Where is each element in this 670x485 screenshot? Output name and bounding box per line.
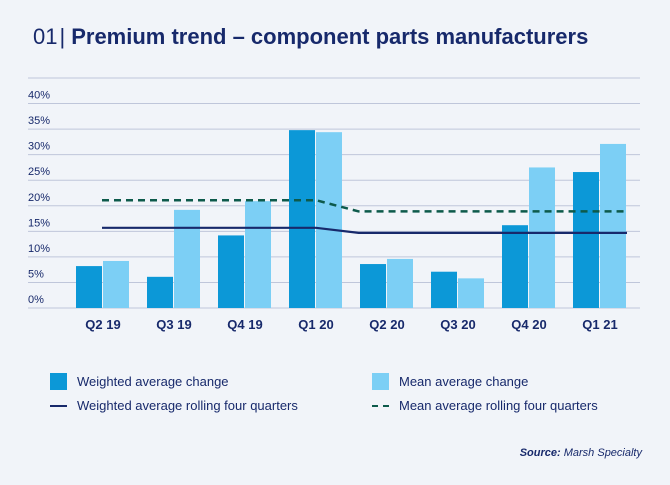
bar-mean-change <box>387 258 413 308</box>
y-tick-label: 0% <box>28 294 44 306</box>
bar-weighted-change <box>289 130 315 308</box>
y-tick-label: 20% <box>28 192 50 204</box>
line-mean-rolling <box>102 198 627 213</box>
bar-mean-change <box>529 167 555 308</box>
bar-weighted-change <box>573 172 599 308</box>
chart: 0% 5% 10% 15% 20% 25% 30% 35% 40% Q2 19 Q3 19 Q4 1… <box>28 77 640 332</box>
legend-item-mean-rolling: Mean average rolling four quarters <box>372 398 598 413</box>
figure-number: 01 <box>33 24 58 49</box>
bar-weighted-change <box>76 266 102 308</box>
chart-title: 01| Premium trend – component parts manuf… <box>33 24 589 49</box>
bar-mean-change <box>316 132 342 308</box>
y-tick-label: 15% <box>28 217 50 229</box>
legend-swatch-mean-change <box>372 373 389 390</box>
y-tick-label: 10% <box>28 243 50 255</box>
x-tick-label: Q2 20 <box>369 317 404 332</box>
bar-weighted-change <box>147 276 173 308</box>
series-lines <box>102 198 627 234</box>
x-tick-label: Q1 21 <box>582 317 617 332</box>
y-tick-label: 40% <box>28 90 50 102</box>
bar-weighted-change <box>431 271 457 308</box>
x-tick-label: Q4 20 <box>511 317 546 332</box>
source-note: Source: Marsh Specialty <box>520 447 642 459</box>
legend-label-weighted-change: Weighted average change <box>77 374 229 389</box>
legend-swatch-weighted-change <box>50 373 67 390</box>
legend-item-weighted-rolling: Weighted average rolling four quarters <box>50 398 298 413</box>
bar-mean-change <box>103 260 129 308</box>
legend-line-mean-rolling <box>372 404 389 407</box>
legend-item-mean-change: Mean average change <box>372 373 528 390</box>
legend-label-weighted-rolling: Weighted average rolling four quarters <box>77 398 298 413</box>
x-tick-label: Q2 19 <box>85 317 120 332</box>
bar-weighted-change <box>360 264 386 308</box>
bar-mean-change <box>174 209 200 308</box>
bar-mean-change <box>458 278 484 308</box>
y-axis: 0% 5% 10% 15% 20% 25% 30% 35% 40% <box>28 90 50 306</box>
figure-title: Premium trend – component parts manufact… <box>71 24 589 49</box>
x-tick-label: Q4 19 <box>227 317 262 332</box>
y-tick-label: 25% <box>28 166 50 178</box>
bars <box>76 130 626 308</box>
x-axis: Q2 19 Q3 19 Q4 19 Q1 20 Q2 20 Q3 20 Q4 20 Q1 21 <box>85 317 617 332</box>
y-tick-label: 5% <box>28 268 44 280</box>
x-tick-label: Q3 19 <box>156 317 191 332</box>
y-tick-label: 30% <box>28 141 50 153</box>
legend-label-mean-change: Mean average change <box>399 374 529 389</box>
legend-item-weighted-change: Weighted average change <box>50 373 229 390</box>
source-prefix: Source: <box>519 447 561 459</box>
x-tick-label: Q1 20 <box>298 317 333 332</box>
x-tick-label: Q3 20 <box>440 317 475 332</box>
legend-line-weighted-rolling <box>50 404 67 407</box>
bar-mean-change <box>245 201 271 308</box>
bar-mean-change <box>600 143 626 308</box>
line-weighted-rolling <box>102 226 627 234</box>
bar-weighted-change <box>218 235 244 308</box>
legend-label-mean-rolling: Mean average rolling four quarters <box>399 398 598 413</box>
y-tick-label: 35% <box>28 115 50 127</box>
bar-weighted-change <box>502 225 528 308</box>
source-text: Marsh Specialty <box>563 447 642 459</box>
